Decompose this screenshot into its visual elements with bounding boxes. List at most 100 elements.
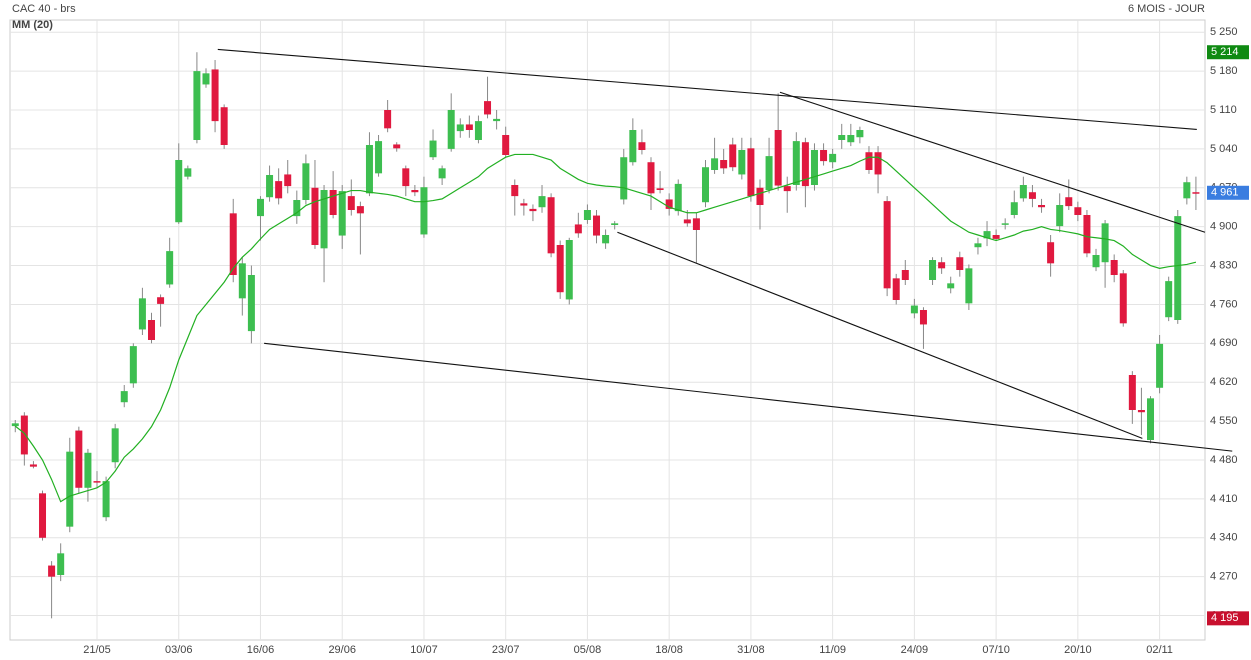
candle-body [493,118,501,122]
candle-body [583,210,591,220]
candle-body [692,218,700,230]
candle-body [1183,182,1191,199]
candle-body [420,187,428,235]
candle-body [847,135,855,143]
price-badge [1207,611,1249,626]
candle-body [1174,216,1182,320]
candle-body [75,430,83,488]
period-label: 6 MOIS - JOUR [1128,3,1205,15]
candle-body [293,200,301,217]
candle-body [138,298,146,330]
candle-body [956,257,964,270]
candle-body [211,69,219,122]
candle-body [338,191,346,236]
price-badge [1207,45,1249,60]
candle-body [184,168,192,177]
candle-body [247,275,255,332]
candle-body [792,141,800,185]
candle-body [465,124,473,130]
trend-line [617,231,1143,439]
x-tick-label: 23/07 [492,644,520,656]
candle-body [983,231,991,239]
candle-body [365,145,373,194]
y-tick-label: 5 110 [1210,104,1237,116]
x-tick-label: 11/09 [819,644,846,656]
candle-body [157,297,165,304]
candle-body [1047,242,1055,264]
candle-body [865,152,873,170]
y-tick-label: 4 410 [1210,493,1238,505]
candle-body [838,135,846,140]
candle-body [166,251,174,285]
x-tick-label: 05/08 [574,644,602,656]
candle-body [193,71,201,140]
candle-body [974,243,982,248]
x-tick-label: 16/06 [247,644,275,656]
candle-body [965,268,973,304]
candle-body [356,206,364,214]
candle-body [1137,410,1145,413]
x-tick-label: 24/09 [901,644,929,656]
candle-body [1147,398,1155,440]
candle-body [284,174,292,187]
candle-body [1056,205,1064,227]
price-badge [1207,185,1249,200]
candle-body [992,235,1000,239]
candle-body [829,153,837,163]
candle-body [402,168,410,187]
candle-body [511,185,519,197]
candle-body [1001,223,1009,225]
x-tick-label: 21/05 [83,644,111,656]
candle-body [665,199,673,209]
candle-body [656,188,664,190]
chart-title: CAC 40 - brs [12,3,76,15]
candle-body [938,262,946,269]
candle-body [66,451,74,527]
y-tick-label: 4 480 [1210,454,1238,466]
y-tick-label: 5 250 [1210,26,1238,38]
candle-body [701,167,709,203]
candle-body [801,142,809,187]
candle-body [683,219,691,224]
candle-body [1028,192,1036,199]
y-tick-label: 5 040 [1210,143,1238,155]
candle-body [674,183,682,212]
candle-body [1065,197,1073,207]
x-tick-label: 03/06 [165,644,193,656]
y-tick-label: 4 760 [1210,298,1238,310]
candle-body [57,553,65,575]
y-tick-label: 4 340 [1210,532,1238,544]
candle-body [1038,205,1046,208]
x-tick-label: 18/08 [655,644,683,656]
candle-body [738,150,746,175]
x-tick-label: 20/10 [1064,644,1092,656]
candle-body [856,130,864,138]
candle-body [529,208,537,212]
candle-body [1192,192,1200,194]
x-tick-label: 10/07 [410,644,438,656]
y-tick-label: 5 180 [1210,65,1238,77]
candle-body [883,201,891,289]
candle-body [874,152,882,175]
x-tick-label: 31/08 [737,644,765,656]
candle-body [102,481,110,518]
candle-body [1010,202,1018,215]
candle-body [411,190,419,193]
y-tick-label: 4 620 [1210,376,1238,388]
candle-body [602,235,610,244]
candle-body [129,346,137,384]
candle-body [1074,207,1082,215]
candle-body [120,391,128,403]
candle-body [638,142,646,150]
candle-body [1083,215,1091,254]
x-tick-label: 29/06 [328,644,356,656]
candle-body [1110,260,1118,275]
candle-body [729,144,737,168]
candle-body [919,310,927,325]
y-tick-label: 4 830 [1210,259,1238,271]
candle-body [611,223,619,225]
candle-body [311,187,319,245]
trend-line [779,91,1206,233]
candle-body [84,452,92,488]
candle-body [393,144,401,149]
